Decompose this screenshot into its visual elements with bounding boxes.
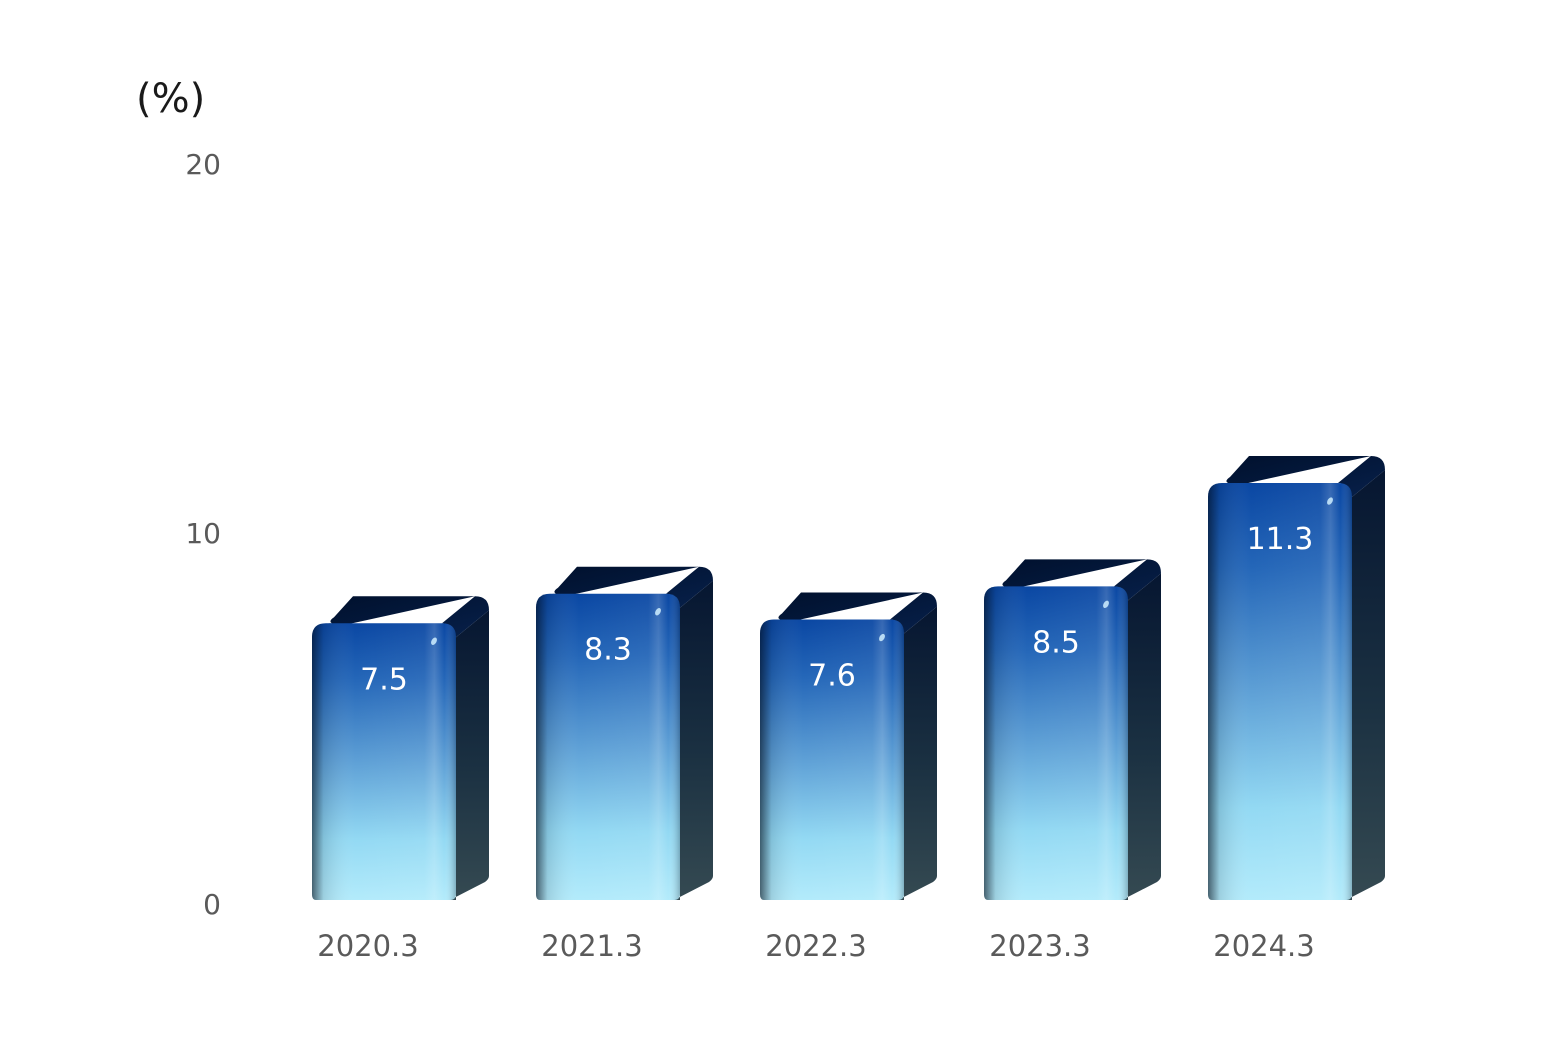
x-tick-label-2022.3: 2022.3: [765, 929, 866, 963]
bar-top-face: [316, 596, 489, 638]
bar-top-face: [540, 566, 713, 608]
x-tick-label-2023.3: 2023.3: [989, 929, 1090, 963]
bar-value-label: 7.5: [360, 662, 408, 697]
x-axis-labels: 2020.3 2021.3 2022.3 2023.3 2024.3: [317, 929, 1314, 963]
x-tick-label-2021.3: 2021.3: [541, 929, 642, 963]
bar-highlight: [879, 633, 885, 642]
bar-top-face: [988, 559, 1161, 601]
bar-value-label: 7.6: [808, 659, 856, 694]
bar-value-label: 8.3: [584, 633, 632, 668]
bar-2021.3: 8.3: [536, 566, 713, 900]
bar-shading: [536, 593, 680, 900]
bar-shading: [312, 623, 456, 900]
bar-shading: [760, 619, 904, 900]
bar-value-label: 8.5: [1032, 625, 1080, 660]
bar-highlight: [1103, 600, 1109, 609]
bar-value-label: 11.3: [1247, 522, 1314, 557]
bar-side-face: [898, 606, 937, 900]
bar-shading: [984, 586, 1128, 900]
x-tick-label-2020.3: 2020.3: [317, 929, 418, 963]
bar-side-face: [1122, 573, 1161, 900]
bar-side-face: [450, 610, 489, 900]
bar-side-face: [674, 580, 713, 900]
y-tick-label-0: 0: [203, 888, 221, 921]
bar-2023.3: 8.5: [984, 559, 1161, 900]
bar-top-face: [764, 592, 937, 634]
bar-shading: [1208, 483, 1352, 900]
bars-group: 7.5 8.3 7.6 8.5 11.3: [312, 456, 1385, 900]
bar-2020.3: 7.5: [312, 596, 489, 900]
x-tick-label-2024.3: 2024.3: [1213, 929, 1314, 963]
bar-2024.3: 11.3: [1208, 456, 1385, 900]
bar-top-face: [1212, 456, 1385, 498]
bar-highlight: [431, 637, 437, 645]
bar-highlight: [655, 608, 661, 616]
bar-2022.3: 7.6: [760, 592, 937, 900]
y-axis-unit-label: (%): [136, 76, 205, 122]
bar-highlight: [1327, 497, 1333, 505]
bar-side-face: [1346, 470, 1385, 900]
y-tick-label-20: 20: [185, 148, 221, 181]
y-axis-ticks: 0 10 20: [185, 148, 221, 921]
y-tick-label-10: 10: [185, 517, 221, 550]
